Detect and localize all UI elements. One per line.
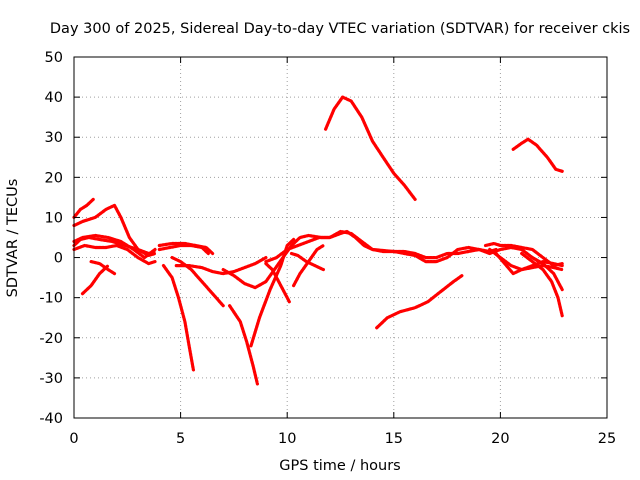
series-trace-4 <box>72 203 157 258</box>
series-trace-1 <box>324 95 417 201</box>
x-tick-labels: 0 5 10 15 20 25 <box>69 431 616 447</box>
series-trace-10 <box>157 243 210 256</box>
x-axis-label: GPS time / hours <box>279 458 400 474</box>
series-trace-14 <box>170 256 225 308</box>
x-tick-label: 0 <box>69 431 78 447</box>
y-tick-label: 10 <box>45 210 63 226</box>
y-tick-labels: -40 -30 -20 -10 0 10 20 30 40 50 <box>39 50 63 427</box>
x-tick-label: 5 <box>176 431 185 447</box>
series-trace-20 <box>292 243 325 288</box>
series-trace-8 <box>80 264 110 296</box>
series-trace-15 <box>228 304 259 386</box>
series-trace-27 <box>520 251 564 318</box>
y-tick-label: 40 <box>45 90 63 106</box>
grid-layer <box>74 57 607 418</box>
series-trace-9 <box>89 260 117 276</box>
series-trace-13 <box>174 256 268 276</box>
series-trace-26 <box>494 251 564 276</box>
series-trace-22 <box>375 274 464 330</box>
y-tick-label: 0 <box>54 251 63 267</box>
series-layer <box>72 95 564 386</box>
series-trace-18 <box>264 229 492 264</box>
y-tick-label: 50 <box>45 50 63 66</box>
y-tick-label: -30 <box>39 371 63 387</box>
y-tick-label: -20 <box>39 331 63 347</box>
y-axis-label: SDTVAR / TECUs <box>5 179 21 298</box>
y-tick-label: -40 <box>39 411 63 427</box>
series-trace-12 <box>161 264 195 372</box>
series-trace-7 <box>72 233 157 260</box>
x-tick-label: 20 <box>491 431 509 447</box>
y-tick-label: 20 <box>45 170 63 186</box>
chart-title: Day 300 of 2025, Sidereal Day-to-day VTE… <box>50 21 630 37</box>
x-tick-label: 25 <box>598 431 616 447</box>
series-trace-19 <box>264 262 291 304</box>
y-tick-label: -10 <box>39 291 63 307</box>
series-trace-11 <box>157 241 215 256</box>
series-trace-3 <box>72 197 95 219</box>
series-trace-21 <box>289 251 325 272</box>
series-trace-6 <box>72 243 157 266</box>
plot-frame <box>73 56 608 419</box>
x-tick-label: 15 <box>385 431 403 447</box>
y-tick-label: 30 <box>45 130 63 146</box>
series-trace-28 <box>530 256 564 292</box>
tick-layer <box>73 56 608 419</box>
x-tick-label: 10 <box>278 431 296 447</box>
series-trace-2 <box>511 137 564 173</box>
